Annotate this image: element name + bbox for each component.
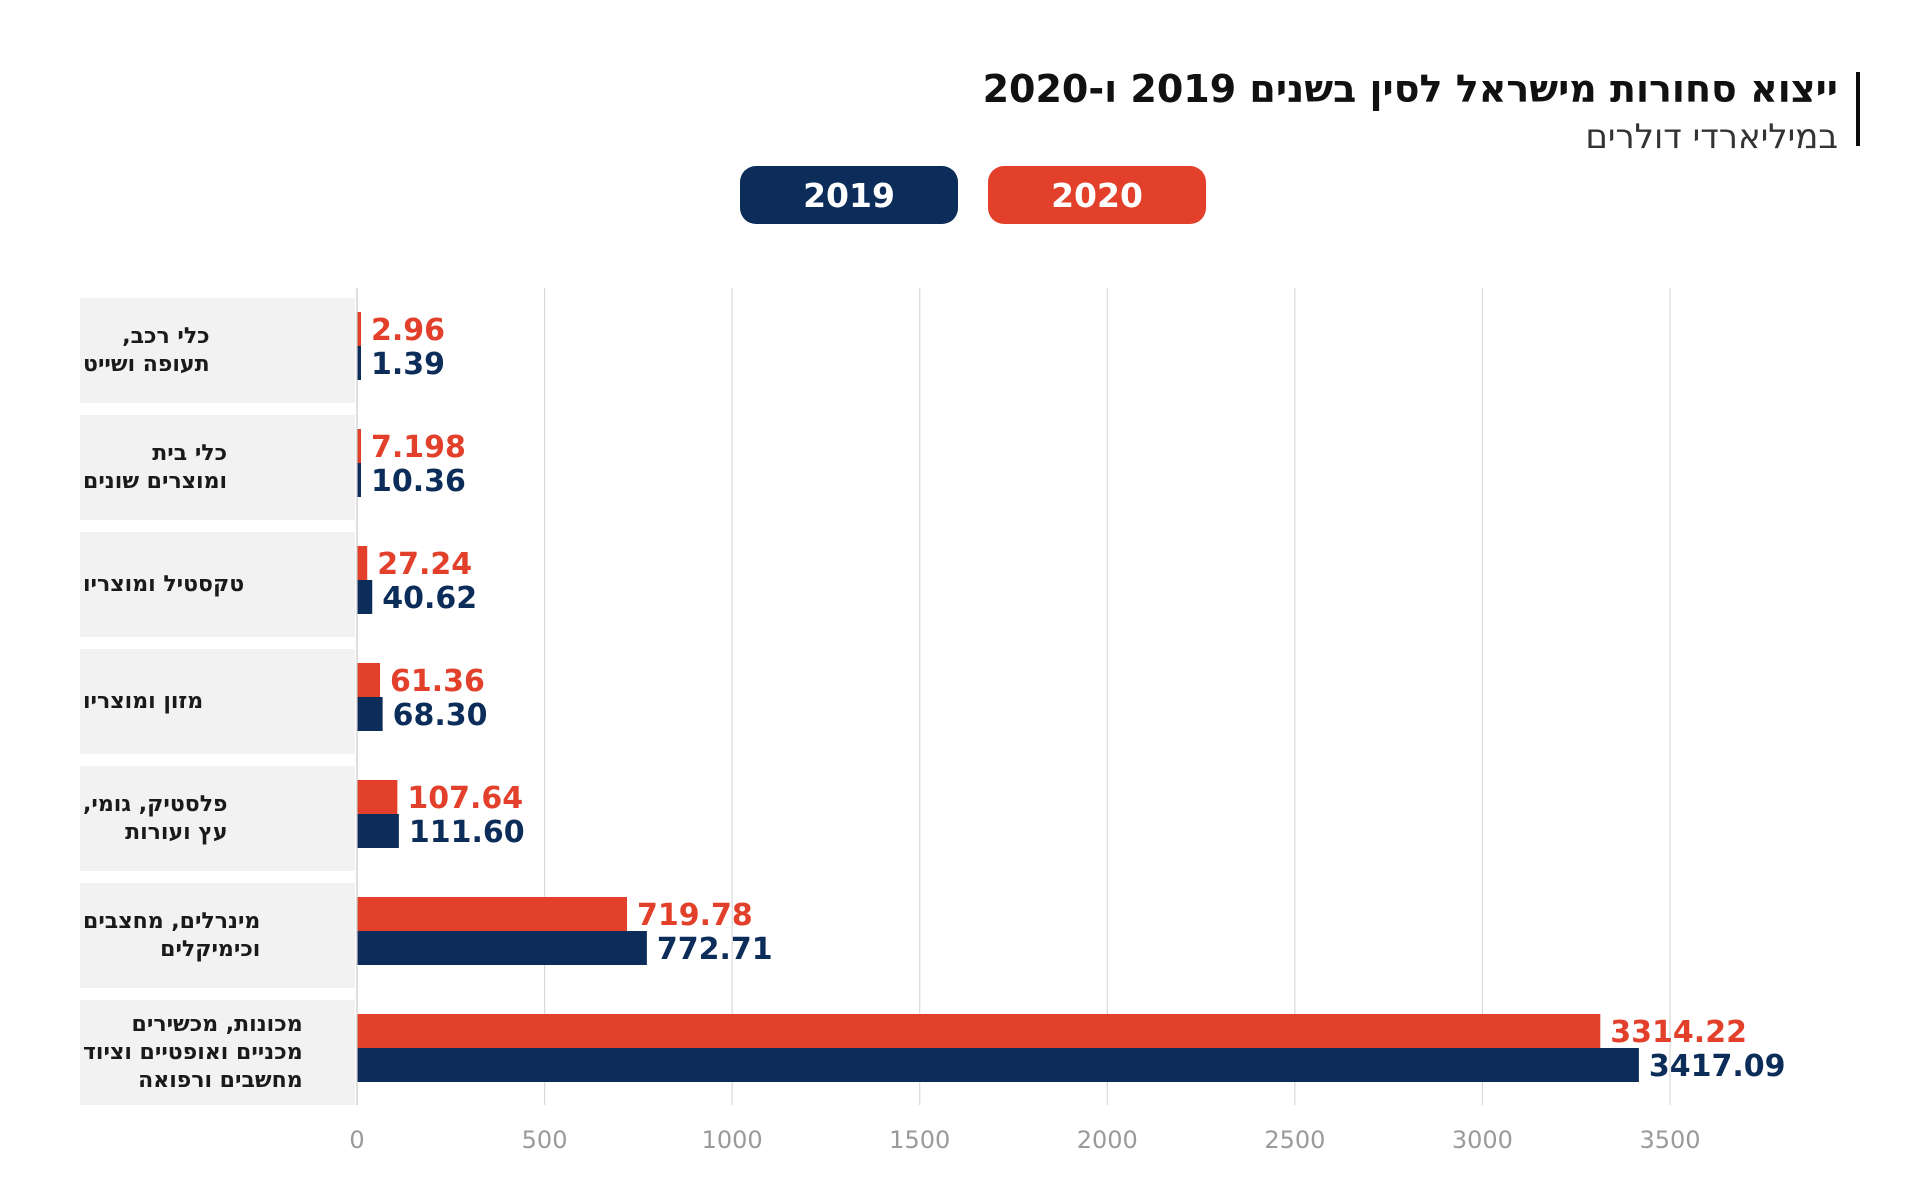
category-label-4: פלסטיק, גומי, עץ ועורות [83,791,228,845]
bar-2020-4 [357,780,398,814]
category-box-3: מזון ומוצריו [80,649,355,754]
bar-2019-5 [357,931,647,965]
title-rule [1856,72,1860,146]
x-tick-label-1000: 1000 [702,1126,763,1154]
category-box-2: טקסטיל ומוצריו [80,532,355,637]
category-label-0: כלי רכב, תעופה ושייט [83,323,210,377]
data-label-2020-5: 719.78 [637,898,753,933]
data-label-2020-2: 27.24 [377,547,472,582]
bar-2020-2 [357,546,368,580]
data-label-2020-0: 2.96 [371,313,445,348]
x-tick-label-500: 500 [522,1126,568,1154]
category-box-0: כלי רכב, תעופה ושייט [80,298,355,403]
bar-2019-3 [357,697,383,731]
category-box-4: פלסטיק, גומי, עץ ועורות [80,766,355,871]
bar-2019-4 [357,814,399,848]
category-box-5: מינרלים, מחצבים וכימיקלים [80,883,355,988]
category-label-1: כלי בית ומוצרים שונים [83,440,228,494]
bar-2020-6 [357,1014,1601,1048]
data-label-2020-1: 7.198 [371,430,466,465]
x-tick-label-1500: 1500 [889,1126,950,1154]
data-label-2019-6: 3417.09 [1649,1049,1786,1084]
category-label-3: מזון ומוצריו [83,688,204,714]
bar-2020-5 [357,897,628,931]
data-label-2020-4: 107.64 [407,781,523,816]
chart-subtitle: במיליארדי דולרים [1585,117,1838,157]
category-box-6: מכונות, מכשירים מכניים ואופטיים וציוד מח… [80,1000,355,1105]
bar-2019-2 [357,580,373,614]
bar-2020-0 [357,312,361,346]
x-tick-label-3500: 3500 [1639,1126,1700,1154]
data-label-2019-4: 111.60 [409,815,525,850]
bar-2020-3 [357,663,381,697]
data-label-2019-1: 10.36 [371,464,466,499]
category-box-1: כלי בית ומוצרים שונים [80,415,355,520]
data-label-2019-2: 40.62 [382,581,477,616]
legend-item-2019: 2019 [740,166,958,224]
chart-title: ייצוא סחורות מישראל לסין בשנים 2019 ו-20… [982,67,1838,111]
data-label-2020-3: 61.36 [390,664,485,699]
bar-2019-0 [357,346,361,380]
data-label-2019-0: 1.39 [371,347,445,382]
category-label-6: מכונות, מכשירים מכניים ואופטיים וציוד מח… [83,1011,303,1093]
data-label-2020-6: 3314.22 [1610,1015,1747,1050]
data-label-2019-5: 772.71 [657,932,773,967]
bar-2019-1 [357,463,361,497]
x-tick-label-2000: 2000 [1077,1126,1138,1154]
legend-item-2020: 2020 [988,166,1206,224]
data-label-2019-3: 68.30 [393,698,488,733]
bar-2019-6 [357,1048,1639,1082]
category-label-5: מינרלים, מחצבים וכימיקלים [83,908,261,962]
bar-2020-1 [357,429,361,463]
x-tick-label-0: 0 [349,1126,364,1154]
x-tick-label-2500: 2500 [1264,1126,1325,1154]
title-block: ייצוא סחורות מישראל לסין בשנים 2019 ו-20… [838,64,1838,160]
x-tick-label-3000: 3000 [1452,1126,1513,1154]
category-label-2: טקסטיל ומוצריו [83,571,245,597]
